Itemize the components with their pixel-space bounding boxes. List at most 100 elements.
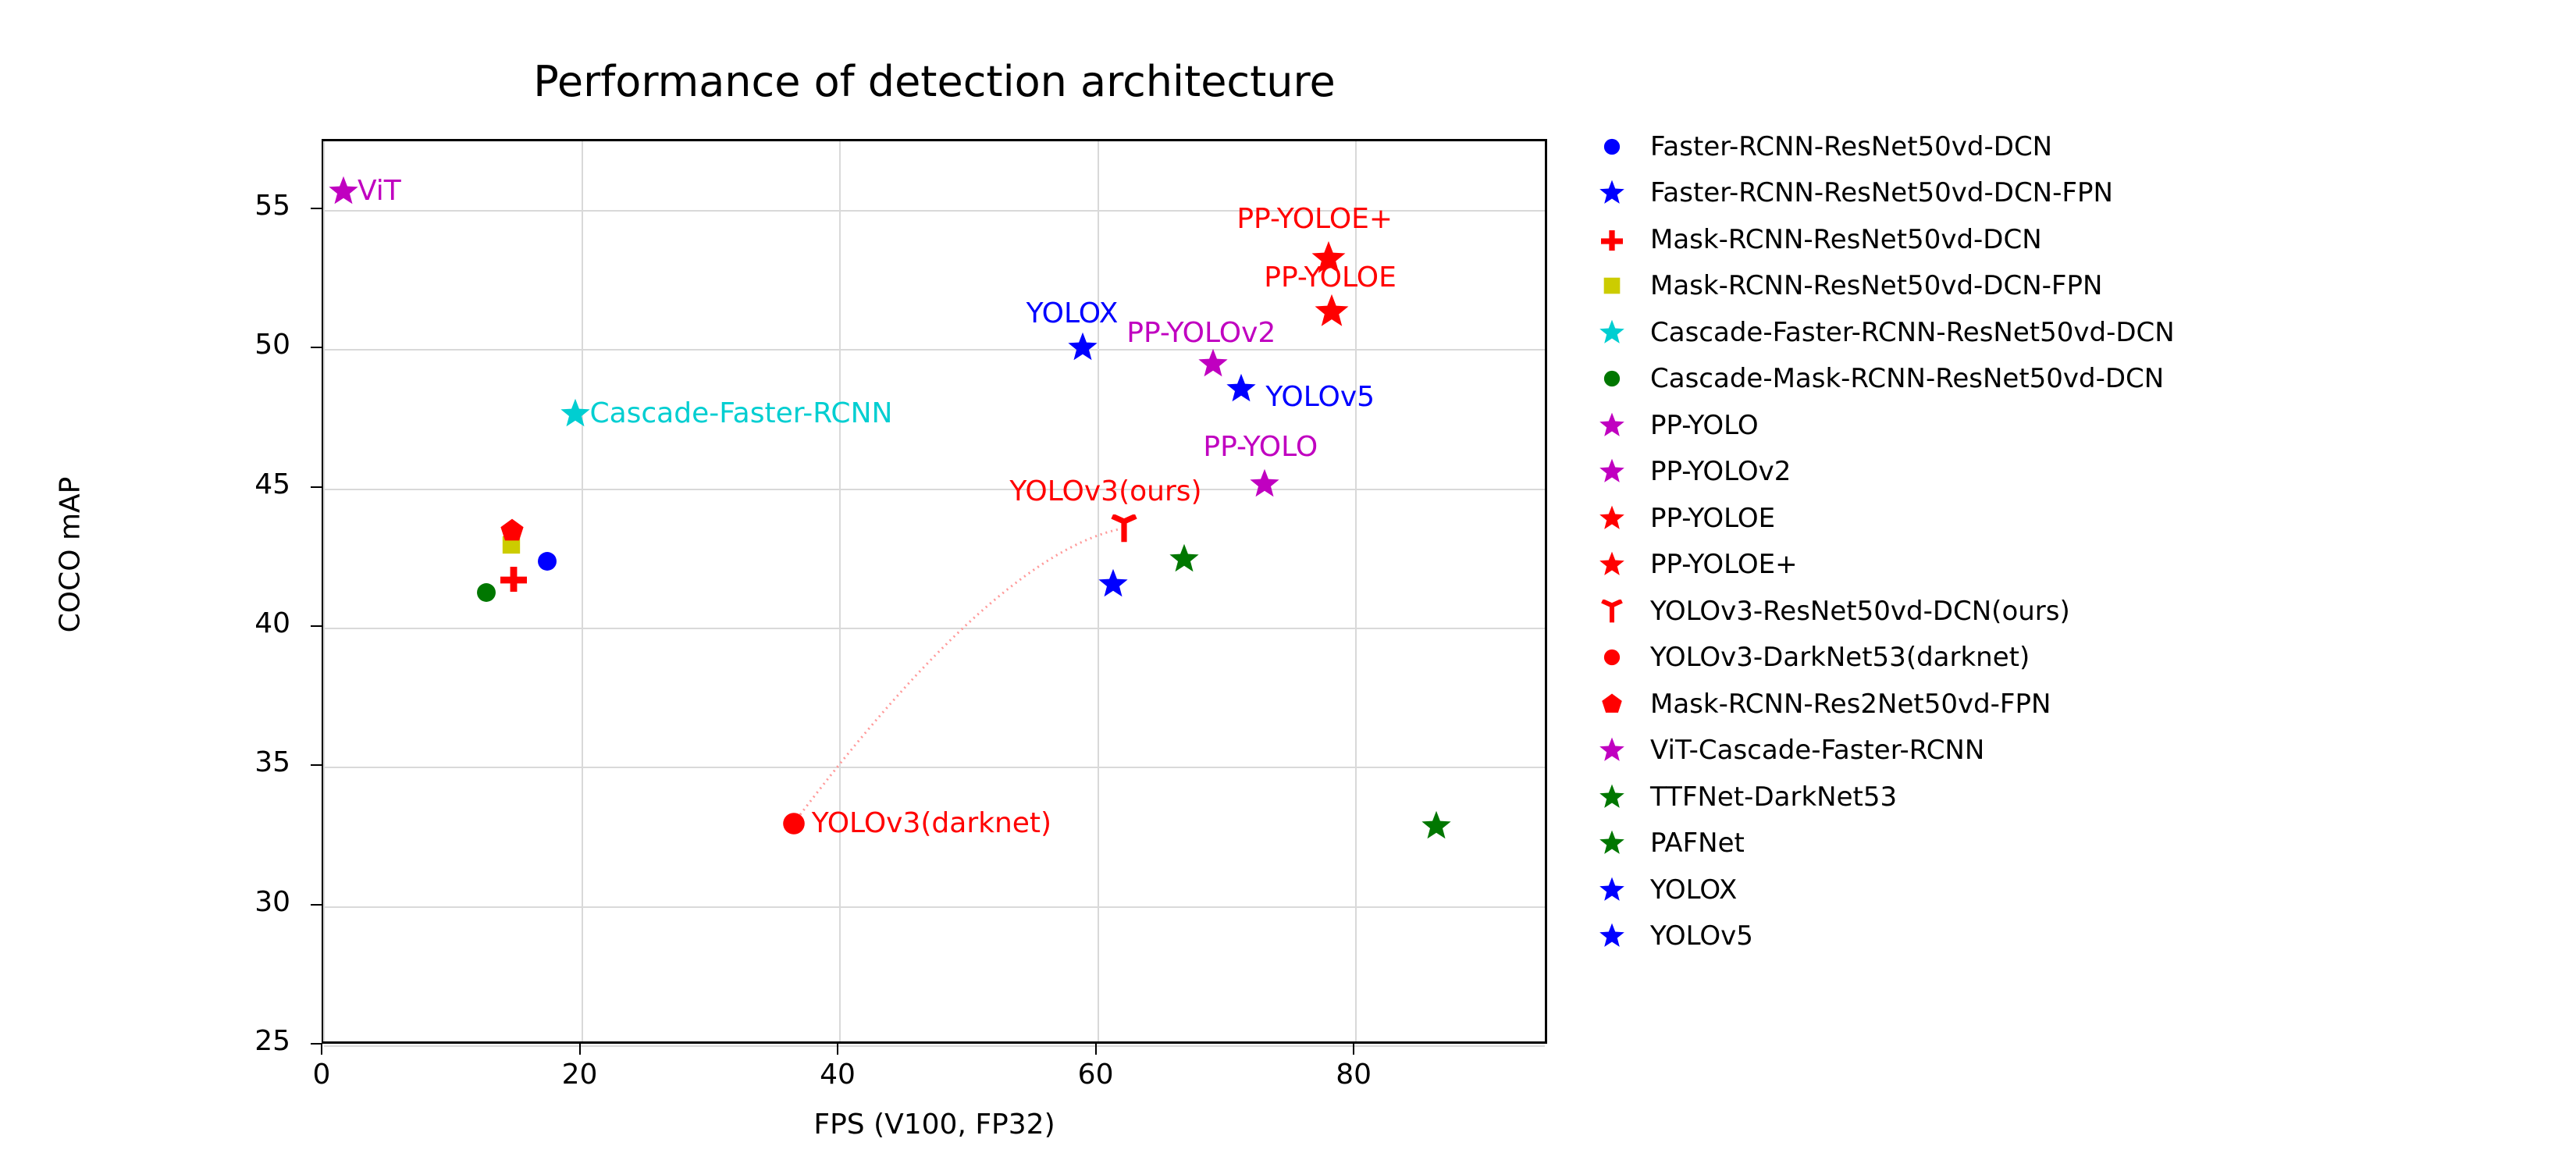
data-point-marker[interactable]	[1169, 543, 1200, 575]
legend-plus-icon	[1585, 229, 1639, 251]
legend-item-label: YOLOX	[1650, 874, 1738, 906]
legend-item-label: Faster-RCNN-ResNet50vd-DCN-FPN	[1650, 177, 2113, 209]
point-annotation: PP-YOLOv2	[1126, 317, 1276, 350]
legend-item[interactable]: Cascade-Mask-RCNN-ResNet50vd-DCN	[1585, 356, 2443, 403]
data-point-marker[interactable]	[1067, 332, 1098, 363]
point-annotation: ViT	[357, 175, 401, 208]
gridline-horizontal	[324, 1045, 1545, 1047]
plot-inner: ViT Cascade-Faster-RCNN PP-YOLOE+ PP-YOLOE Y…	[323, 141, 1545, 1047]
point-annotation: PP-YOLOE+	[1236, 202, 1393, 235]
legend-item-label: PP-YOLOE	[1650, 502, 1776, 534]
legend-item[interactable]: PP-YOLOv2	[1585, 449, 2443, 496]
legend-pentagon-icon	[1585, 693, 1639, 715]
legend-item[interactable]: YOLOv3-DarkNet53(darknet)	[1585, 635, 2443, 682]
legend-item-label: PP-YOLO	[1650, 409, 1759, 441]
y-axis-tick-label: 40	[254, 607, 290, 640]
gridline-vertical	[323, 141, 325, 1041]
point-annotation: PP-YOLO	[1203, 431, 1318, 464]
data-point-marker[interactable]	[1311, 240, 1347, 276]
legend-star-icon	[1585, 505, 1639, 532]
data-point-marker[interactable]	[560, 398, 591, 429]
x-axis-tick	[1094, 1044, 1097, 1055]
y-axis-tick-label: 25	[254, 1025, 290, 1057]
data-point-marker[interactable]	[1197, 348, 1229, 379]
legend-item[interactable]: Mask-RCNN-ResNet50vd-DCN-FPN	[1585, 263, 2443, 310]
gridline-horizontal	[324, 210, 1545, 212]
legend-item[interactable]: Cascade-Faster-RCNN-ResNet50vd-DCN	[1585, 309, 2443, 356]
legend-tri-icon	[1585, 599, 1639, 623]
data-point-marker[interactable]	[500, 518, 525, 543]
legend-item-label: Faster-RCNN-ResNet50vd-DCN	[1650, 130, 2053, 162]
legend-item-label: Mask-RCNN-ResNet50vd-DCN	[1650, 223, 2042, 255]
y-axis-label: COCO mAP	[54, 476, 87, 633]
data-point-marker[interactable]	[1421, 810, 1452, 842]
data-point-marker[interactable]	[1226, 373, 1257, 404]
legend-star-icon	[1585, 551, 1639, 578]
x-axis-label: FPS (V100, FP32)	[813, 1109, 1055, 1141]
legend-circle-icon	[1585, 649, 1639, 666]
legend-star-icon	[1585, 830, 1639, 856]
gridline-vertical	[1097, 141, 1099, 1041]
data-point-marker[interactable]	[328, 176, 359, 207]
legend-item[interactable]: ViT-Cascade-Faster-RCNN	[1585, 728, 2443, 774]
legend-star-icon	[1585, 737, 1639, 763]
data-point-marker[interactable]	[782, 812, 806, 835]
legend-item-label: YOLOv3-DarkNet53(darknet)	[1650, 642, 2030, 674]
legend-item[interactable]: TTFNet-DarkNet53	[1585, 774, 2443, 820]
legend-item[interactable]: PP-YOLOE+	[1585, 542, 2443, 589]
legend-item-label: YOLOv3-ResNet50vd-DCN(ours)	[1650, 595, 2070, 627]
gridline-vertical	[1355, 141, 1357, 1041]
x-axis-tick-label: 0	[312, 1059, 331, 1091]
y-axis-tick-label: 45	[254, 468, 290, 500]
legend-star-icon	[1585, 319, 1639, 346]
legend-item[interactable]: Mask-RCNN-ResNet50vd-DCN	[1585, 216, 2443, 263]
legend-item[interactable]: PP-YOLOE	[1585, 495, 2443, 542]
y-axis-tick	[311, 625, 322, 628]
legend: Faster-RCNN-ResNet50vd-DCN Faster-RCNN-Re…	[1585, 123, 2443, 959]
legend-star-icon	[1585, 458, 1639, 485]
legend-item[interactable]: YOLOX	[1585, 867, 2443, 913]
x-axis-tick	[321, 1044, 322, 1055]
point-annotation: Cascade-Faster-RCNN	[589, 397, 893, 430]
gridline-horizontal	[324, 628, 1545, 630]
y-axis-tick	[311, 1043, 322, 1045]
legend-item[interactable]: PP-YOLO	[1585, 402, 2443, 449]
legend-item[interactable]: YOLOv3-ResNet50vd-DCN(ours)	[1585, 588, 2443, 635]
legend-item[interactable]: PAFNet	[1585, 820, 2443, 867]
x-axis-tick	[578, 1044, 581, 1055]
x-axis-tick-label: 60	[1077, 1059, 1114, 1091]
y-axis-tick-label: 35	[254, 746, 290, 779]
y-axis-tick	[311, 347, 322, 349]
legend-item-label: Cascade-Faster-RCNN-ResNet50vd-DCN	[1650, 316, 2175, 348]
legend-star-icon	[1585, 412, 1639, 439]
legend-item-label: ViT-Cascade-Faster-RCNN	[1650, 735, 1985, 767]
legend-star-icon	[1585, 877, 1639, 903]
legend-item-label: TTFNet-DarkNet53	[1650, 781, 1898, 813]
data-point-marker[interactable]	[537, 551, 557, 571]
data-point-marker[interactable]	[476, 582, 496, 603]
point-annotation: YOLOX	[1026, 297, 1119, 330]
connector-line	[792, 527, 1124, 824]
point-annotation: YOLOv3(ours)	[1009, 475, 1202, 508]
legend-star-icon	[1585, 923, 1639, 949]
legend-item[interactable]: YOLOv5	[1585, 913, 2443, 960]
legend-item-label: Cascade-Mask-RCNN-ResNet50vd-DCN	[1650, 363, 2165, 395]
gridline-horizontal	[324, 906, 1545, 908]
legend-item-label: PP-YOLOv2	[1650, 456, 1791, 488]
legend-item[interactable]: Faster-RCNN-ResNet50vd-DCN	[1585, 123, 2443, 170]
data-point-marker[interactable]	[1098, 568, 1129, 600]
legend-item[interactable]: Mask-RCNN-Res2Net50vd-FPN	[1585, 681, 2443, 728]
data-point-marker[interactable]	[1314, 294, 1350, 329]
page-title: Performance of detection architecture	[533, 57, 1336, 106]
data-point-marker[interactable]	[500, 565, 527, 593]
legend-item[interactable]: Faster-RCNN-ResNet50vd-DCN-FPN	[1585, 170, 2443, 217]
legend-circle-icon	[1585, 138, 1639, 155]
legend-item-label: Mask-RCNN-Res2Net50vd-FPN	[1650, 688, 2051, 720]
data-point-marker[interactable]	[1249, 468, 1280, 500]
legend-star-icon	[1585, 784, 1639, 810]
gridline-vertical	[839, 141, 841, 1041]
legend-item-label: YOLOv5	[1650, 920, 1753, 952]
point-annotation: YOLOv3(darknet)	[811, 806, 1052, 839]
data-point-marker[interactable]	[1110, 513, 1138, 543]
